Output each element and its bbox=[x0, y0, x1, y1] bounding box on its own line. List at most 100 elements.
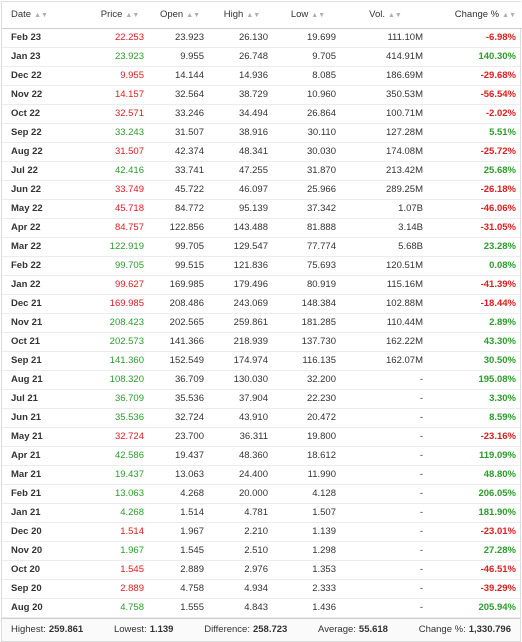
cell-high: 2.976 bbox=[210, 560, 274, 580]
cell-price: 1.967 bbox=[90, 541, 150, 561]
cell-date: Feb 23 bbox=[2, 28, 90, 48]
cell-price: 4.758 bbox=[90, 598, 150, 618]
cell-open: 1.555 bbox=[150, 598, 210, 618]
cell-date: Jan 22 bbox=[2, 275, 90, 295]
cell-price: 33.243 bbox=[90, 123, 150, 143]
cell-low: 31.870 bbox=[274, 161, 342, 181]
cell-change: 27.28% bbox=[429, 541, 522, 561]
cell-open: 1.545 bbox=[150, 541, 210, 561]
table-row: Feb 23 22.253 23.923 26.130 19.699 111.10M -6.… bbox=[2, 28, 522, 48]
table-row: Nov 20 1.967 1.545 2.510 1.298-27.28% bbox=[2, 541, 522, 561]
table-row: Aug 21 108.320 36.709 130.030 32.200-195.08% bbox=[2, 370, 522, 390]
cell-low: 11.990 bbox=[274, 465, 342, 485]
cell-high: 36.311 bbox=[210, 427, 274, 447]
cell-open: 35.536 bbox=[150, 389, 210, 409]
sort-icon[interactable]: ▲▼ bbox=[311, 12, 326, 20]
cell-date: Dec 22 bbox=[2, 66, 90, 86]
cell-open: 1.514 bbox=[150, 503, 210, 523]
cell-volume: 162.07M bbox=[342, 351, 429, 371]
cell-open: 169.985 bbox=[150, 275, 210, 295]
column-header-change[interactable]: Change % ▲▼ bbox=[429, 2, 522, 29]
cell-date: Aug 20 bbox=[2, 598, 90, 618]
cell-price: 32.571 bbox=[90, 104, 150, 124]
table-body: Feb 23 22.253 23.923 26.130 19.699 111.10M -6.… bbox=[2, 28, 522, 618]
cell-volume: 110.44M bbox=[342, 313, 429, 333]
cell-volume: 174.08M bbox=[342, 142, 429, 162]
cell-volume: - bbox=[342, 465, 429, 485]
cell-high: 4.781 bbox=[210, 503, 274, 523]
sort-icon[interactable]: ▲▼ bbox=[186, 12, 201, 20]
cell-low: 30.030 bbox=[274, 142, 342, 162]
column-header-volume[interactable]: Vol. ▲▼ bbox=[342, 2, 429, 29]
cell-high: 46.097 bbox=[210, 180, 274, 200]
cell-open: 23.923 bbox=[150, 28, 210, 48]
cell-date: Mar 21 bbox=[2, 465, 90, 485]
cell-change: 0.08% bbox=[429, 256, 522, 276]
sort-icon[interactable]: ▲▼ bbox=[246, 12, 261, 20]
cell-open: 1.967 bbox=[150, 522, 210, 542]
cell-low: 1.139 bbox=[274, 522, 342, 542]
cell-high: 26.748 bbox=[210, 47, 274, 67]
table-row: May 22 45.718 84.772 95.139 37.342 1.07B -46.0… bbox=[2, 199, 522, 219]
cell-volume: - bbox=[342, 522, 429, 542]
cell-open: 4.268 bbox=[150, 484, 210, 504]
cell-volume: - bbox=[342, 484, 429, 504]
cell-price: 1.545 bbox=[90, 560, 150, 580]
cell-low: 2.333 bbox=[274, 579, 342, 599]
cell-price: 31.507 bbox=[90, 142, 150, 162]
cell-low: 4.128 bbox=[274, 484, 342, 504]
table-row: Oct 20 1.545 2.889 2.976 1.353- -46.51% bbox=[2, 560, 522, 580]
cell-low: 148.384 bbox=[274, 294, 342, 314]
cell-change: 119.09% bbox=[429, 446, 522, 466]
cell-open: 208.486 bbox=[150, 294, 210, 314]
cell-open: 45.722 bbox=[150, 180, 210, 200]
table-row: Jan 23 23.923 9.955 26.748 9.705 414.91M 140.3… bbox=[2, 47, 522, 67]
cell-date: Aug 22 bbox=[2, 142, 90, 162]
cell-volume: 5.68B bbox=[342, 237, 429, 257]
cell-high: 48.360 bbox=[210, 446, 274, 466]
cell-change: 8.59% bbox=[429, 408, 522, 428]
cell-change: 205.94% bbox=[429, 598, 522, 618]
cell-date: Jan 21 bbox=[2, 503, 90, 523]
sort-icon[interactable]: ▲▼ bbox=[502, 12, 516, 20]
cell-open: 99.705 bbox=[150, 237, 210, 257]
column-label: Change % bbox=[454, 9, 500, 21]
sort-icon[interactable]: ▲▼ bbox=[125, 12, 140, 20]
cell-change: 48.80% bbox=[429, 465, 522, 485]
cell-price: 19.437 bbox=[90, 465, 150, 485]
cell-high: 34.494 bbox=[210, 104, 274, 124]
cell-price: 14.157 bbox=[90, 85, 150, 105]
column-header-open[interactable]: Open ▲▼ bbox=[150, 2, 210, 29]
summary-value: 258.723 bbox=[252, 624, 288, 635]
cell-high: 26.130 bbox=[210, 28, 274, 48]
cell-open: 122.856 bbox=[150, 218, 210, 238]
table-row: Feb 22 99.705 99.515 121.836 75.693 120.51M 0.… bbox=[2, 256, 522, 276]
cell-high: 37.904 bbox=[210, 389, 274, 409]
cell-volume: 115.16M bbox=[342, 275, 429, 295]
column-header-high[interactable]: High ▲▼ bbox=[210, 2, 274, 29]
cell-low: 18.612 bbox=[274, 446, 342, 466]
cell-open: 2.889 bbox=[150, 560, 210, 580]
table-row: Dec 20 1.514 1.967 2.210 1.139- -23.01% bbox=[2, 522, 522, 542]
column-label: Vol. bbox=[369, 9, 385, 21]
table-row: Jun 21 35.536 32.724 43.910 20.472-8.59% bbox=[2, 408, 522, 428]
cell-high: 179.496 bbox=[210, 275, 274, 295]
sort-icon[interactable]: ▲▼ bbox=[34, 12, 48, 20]
cell-change: 140.30% bbox=[429, 47, 522, 67]
sort-icon[interactable]: ▲▼ bbox=[388, 12, 402, 20]
cell-change: 181.90% bbox=[429, 503, 522, 523]
column-header-price[interactable]: Price ▲▼ bbox=[90, 2, 150, 29]
column-header-low[interactable]: Low ▲▼ bbox=[274, 2, 342, 29]
cell-change: -6.98% bbox=[429, 28, 522, 48]
cell-high: 43.910 bbox=[210, 408, 274, 428]
column-header-date[interactable]: Date ▲▼ bbox=[2, 2, 90, 29]
cell-low: 8.085 bbox=[274, 66, 342, 86]
cell-date: Oct 21 bbox=[2, 332, 90, 352]
summary-value: 1,330.796 bbox=[468, 624, 511, 635]
cell-price: 141.360 bbox=[90, 351, 150, 371]
cell-volume: - bbox=[342, 389, 429, 409]
cell-price: 13.063 bbox=[90, 484, 150, 504]
table-row: Jan 22 99.627 169.985 179.496 80.919 115.16M -… bbox=[2, 275, 522, 295]
summary-label: Lowest: bbox=[113, 624, 147, 635]
cell-high: 20.000 bbox=[210, 484, 274, 504]
